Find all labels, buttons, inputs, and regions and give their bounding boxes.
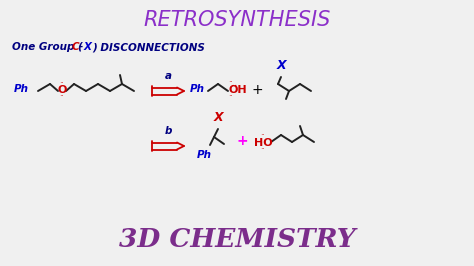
Text: +: + (236, 134, 248, 148)
Text: ··: ·· (60, 79, 64, 88)
Text: C: C (72, 42, 80, 52)
Text: b: b (164, 126, 172, 136)
Text: 3D CHEMISTRY: 3D CHEMISTRY (118, 227, 356, 252)
Text: ··: ·· (228, 78, 233, 88)
Text: ··: ·· (60, 93, 64, 102)
Text: ··: ·· (261, 146, 265, 155)
Text: ) DISCONNECTIONS: ) DISCONNECTIONS (92, 42, 205, 52)
Text: RETROSYNTHESIS: RETROSYNTHESIS (143, 10, 331, 30)
Text: HO: HO (254, 138, 273, 148)
Text: a: a (164, 71, 172, 81)
Text: O: O (57, 85, 67, 95)
Text: X: X (276, 59, 286, 72)
Text: One Group (: One Group ( (12, 42, 83, 52)
Text: Ph: Ph (197, 150, 211, 160)
Text: ÖH: ÖH (229, 85, 247, 95)
Text: ··: ·· (261, 131, 265, 140)
Text: X: X (213, 111, 223, 124)
Text: -: - (79, 42, 83, 52)
Text: Ph: Ph (14, 84, 29, 94)
Text: ··: ·· (228, 93, 233, 102)
Text: +: + (251, 83, 263, 97)
Text: Ph: Ph (190, 84, 205, 94)
Text: X: X (84, 42, 92, 52)
